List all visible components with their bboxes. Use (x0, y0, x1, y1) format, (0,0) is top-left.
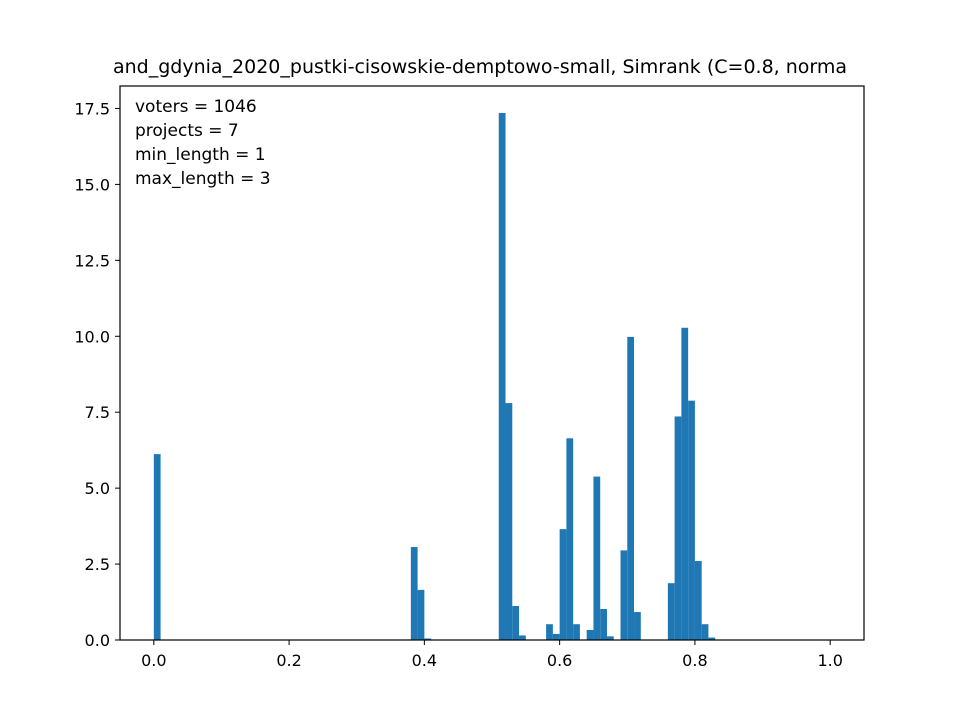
annotation-min-length: min_length = 1 (135, 145, 266, 165)
x-tick-label: 0.8 (682, 651, 707, 670)
histogram-bar (559, 529, 567, 640)
histogram-bar (688, 400, 695, 640)
bars-layer (153, 113, 716, 640)
y-tick-label: 10.0 (74, 327, 110, 346)
histogram-bar (586, 629, 594, 640)
histogram-bar (620, 550, 628, 640)
y-tick-label: 12.5 (74, 251, 110, 270)
histogram-bar (694, 561, 702, 640)
histogram-bar (681, 327, 689, 640)
annotation-block: voters = 1046 projects = 7 min_length = … (135, 97, 271, 189)
histogram-bar (634, 612, 641, 640)
histogram-bar (566, 438, 574, 640)
histogram-bar (505, 403, 513, 640)
histogram-bar (667, 583, 675, 640)
x-axis: 0.0 0.2 0.4 0.6 0.8 1.0 (141, 640, 843, 670)
x-tick-label: 0.4 (412, 651, 437, 670)
histogram-bar (593, 476, 601, 640)
chart-title: and_gdynia_2020_pustki-cisowskie-demptow… (113, 56, 847, 78)
histogram-bar (424, 638, 432, 640)
annotation-projects: projects = 7 (135, 121, 239, 141)
y-axis: 0.0 2.5 5.0 7.5 10.0 12.5 15.0 17.5 (74, 99, 120, 650)
histogram-bar (600, 609, 607, 640)
histogram-bar (410, 547, 418, 640)
x-tick-label: 0.0 (141, 651, 166, 670)
x-tick-label: 0.2 (276, 651, 301, 670)
y-tick-label: 17.5 (74, 99, 110, 118)
histogram-bar (573, 624, 580, 640)
annotation-max-length: max_length = 3 (135, 169, 271, 189)
y-tick-label: 7.5 (85, 403, 110, 422)
y-tick-label: 2.5 (85, 555, 110, 574)
x-tick-label: 1.0 (817, 651, 842, 670)
y-tick-label: 15.0 (74, 175, 110, 194)
histogram-bar (519, 635, 526, 640)
histogram-bar (512, 605, 520, 640)
histogram-bar (674, 416, 682, 640)
histogram-bar (546, 624, 553, 640)
plot-frame (119, 85, 865, 641)
annotation-voters: voters = 1046 (135, 97, 257, 117)
histogram-bar (606, 636, 614, 640)
histogram-bar (552, 633, 560, 640)
histogram-bar (498, 113, 506, 640)
histogram-bar (153, 454, 161, 640)
y-tick-label: 0.0 (85, 631, 110, 650)
histogram-bar (417, 589, 425, 640)
histogram-bar (708, 637, 716, 640)
histogram-bar (701, 624, 709, 640)
y-tick-label: 5.0 (85, 479, 110, 498)
x-tick-label: 0.6 (547, 651, 572, 670)
histogram-bar (627, 336, 635, 640)
